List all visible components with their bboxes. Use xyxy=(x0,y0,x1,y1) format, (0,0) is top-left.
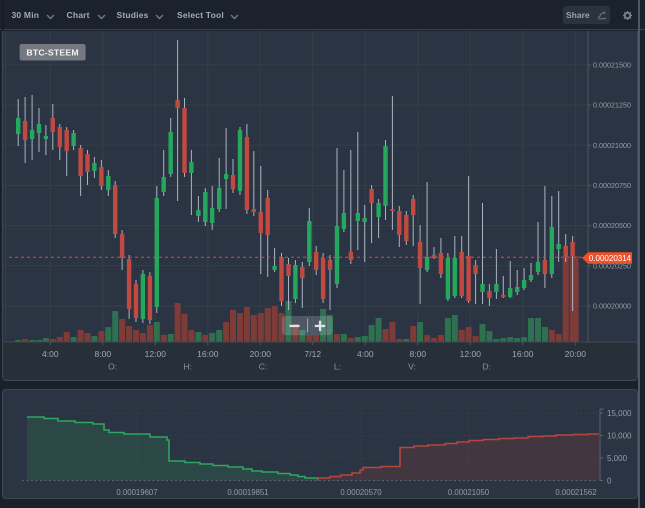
svg-text:BTC-STEEM: BTC-STEEM xyxy=(26,48,78,58)
svg-text:7/12: 7/12 xyxy=(305,349,322,359)
svg-text:15,000: 15,000 xyxy=(607,409,632,418)
svg-text:0.00020570: 0.00020570 xyxy=(340,488,382,497)
svg-text:0.00021250: 0.00021250 xyxy=(593,101,631,110)
svg-text:20:00: 20:00 xyxy=(250,349,272,359)
svg-text:4:00: 4:00 xyxy=(357,349,374,359)
svg-text:8:00: 8:00 xyxy=(95,349,112,359)
svg-text:L:: L: xyxy=(334,362,341,372)
svg-text:12:00: 12:00 xyxy=(460,349,482,359)
svg-text:4:00: 4:00 xyxy=(42,349,59,359)
svg-text:0.00021000: 0.00021000 xyxy=(593,141,631,150)
svg-text:16:00: 16:00 xyxy=(197,349,219,359)
svg-text:0.00021500: 0.00021500 xyxy=(593,60,631,69)
svg-text:V:: V: xyxy=(408,362,416,372)
svg-text:0.00020314: 0.00020314 xyxy=(589,254,632,263)
svg-text:0.00020750: 0.00020750 xyxy=(593,181,631,190)
svg-text:16:00: 16:00 xyxy=(512,349,534,359)
svg-text:10,000: 10,000 xyxy=(607,431,632,440)
svg-text:8:00: 8:00 xyxy=(410,349,427,359)
svg-text:0.00019607: 0.00019607 xyxy=(116,488,157,497)
svg-text:C:: C: xyxy=(259,362,268,372)
svg-text:0.00020250: 0.00020250 xyxy=(593,261,631,270)
svg-text:20:00: 20:00 xyxy=(565,349,587,359)
svg-text:H:: H: xyxy=(184,362,193,372)
svg-text:0.00020000: 0.00020000 xyxy=(593,302,631,311)
svg-text:0.00021050: 0.00021050 xyxy=(448,488,490,497)
svg-text:D:: D: xyxy=(482,362,491,372)
svg-text:0.00021562: 0.00021562 xyxy=(555,488,596,497)
svg-text:12:00: 12:00 xyxy=(145,349,167,359)
svg-text:0.00019851: 0.00019851 xyxy=(227,488,268,497)
svg-text:0: 0 xyxy=(607,476,612,485)
svg-text:5,000: 5,000 xyxy=(607,454,628,463)
svg-text:O:: O: xyxy=(108,362,117,372)
svg-text:0.00020500: 0.00020500 xyxy=(593,221,631,230)
